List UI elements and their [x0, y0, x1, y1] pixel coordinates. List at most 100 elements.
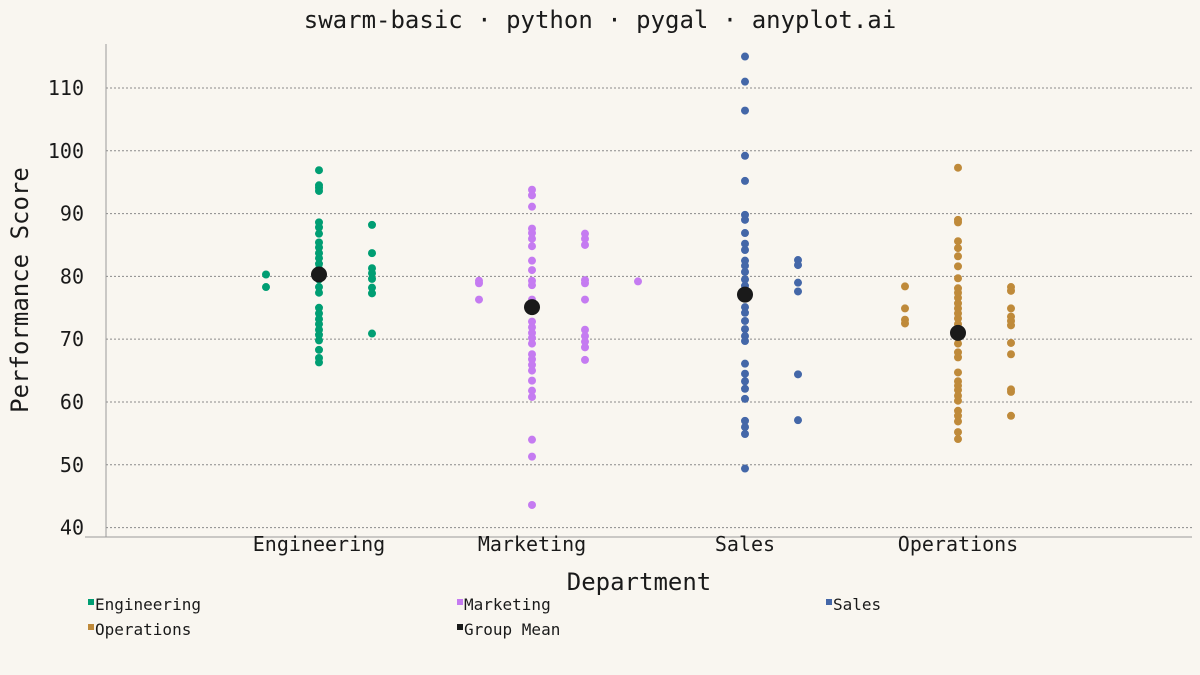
data-point [741, 394, 749, 403]
data-point [1007, 321, 1015, 330]
data-point [528, 191, 536, 200]
data-point [741, 275, 749, 284]
data-point [528, 360, 536, 369]
data-point [954, 368, 962, 377]
legend-label: Marketing [464, 595, 551, 614]
y-tick-labels: 40 50 60 70 80 90 100 110 [48, 76, 84, 540]
data-point [528, 266, 536, 275]
data-point [368, 249, 376, 258]
data-point [581, 337, 589, 346]
mean-markers [311, 266, 966, 341]
data-point [528, 355, 536, 364]
chart-title: swarm-basic · python · pygal · anyplot.a… [304, 6, 896, 34]
data-point [528, 333, 536, 342]
data-point [528, 500, 536, 509]
data-point [954, 435, 962, 444]
data-point [262, 270, 270, 279]
data-point [741, 308, 749, 317]
data-point [954, 237, 962, 246]
data-point [741, 229, 749, 238]
x-tick-label: Marketing [478, 532, 586, 556]
data-point [315, 358, 323, 367]
y-axis-title: Performance Score [6, 167, 34, 413]
data-point [794, 370, 802, 379]
mean-point [311, 266, 327, 283]
data-point [741, 325, 749, 334]
data-point [315, 345, 323, 354]
x-axis-title: Department [567, 568, 712, 596]
data-point [741, 430, 749, 439]
data-point [634, 277, 642, 286]
legend-swatch [88, 599, 94, 605]
y-tick-label: 50 [60, 453, 84, 477]
data-point [368, 289, 376, 298]
data-point [528, 242, 536, 251]
data-point [315, 186, 323, 195]
data-point [954, 314, 962, 323]
mean-point [737, 286, 753, 303]
data-point [528, 376, 536, 385]
data-point [741, 176, 749, 185]
data-point [741, 52, 749, 61]
data-point [315, 166, 323, 175]
y-tick-label: 60 [60, 390, 84, 414]
data-point [741, 267, 749, 276]
legend-label: Operations [95, 620, 191, 639]
data-point [581, 355, 589, 364]
data-point [954, 244, 962, 253]
data-point [954, 411, 962, 420]
data-point [475, 279, 483, 288]
data-point [475, 295, 483, 304]
y-tick-label: 70 [60, 327, 84, 351]
data-point [794, 278, 802, 287]
data-point [1007, 338, 1015, 347]
data-point [528, 185, 536, 194]
mean-point [950, 324, 966, 341]
data-point [581, 332, 589, 341]
data-point [315, 283, 323, 292]
data-point [954, 353, 962, 362]
data-point [528, 281, 536, 290]
data-point [741, 316, 749, 325]
data-point [954, 293, 962, 302]
data-point [581, 279, 589, 288]
data-point [1007, 304, 1015, 313]
data-point [528, 386, 536, 395]
data-point [528, 366, 536, 375]
data-point [1007, 387, 1015, 396]
data-point [901, 282, 909, 291]
legend-label: Sales [833, 595, 881, 614]
data-point [315, 330, 323, 339]
data-point [741, 77, 749, 86]
data-points [262, 52, 1015, 509]
data-point [741, 377, 749, 386]
legend-label: Group Mean [464, 620, 560, 639]
data-point [741, 384, 749, 393]
data-point [1007, 411, 1015, 420]
y-tick-label: 100 [48, 139, 84, 163]
data-point [794, 287, 802, 296]
data-point [954, 262, 962, 271]
data-point [368, 269, 376, 278]
y-tick-label: 110 [48, 76, 84, 100]
data-point [315, 243, 323, 252]
data-point [581, 240, 589, 249]
data-point [528, 256, 536, 265]
data-point [741, 369, 749, 378]
data-point [954, 339, 962, 348]
data-point [528, 202, 536, 211]
legend-swatch [457, 599, 463, 605]
x-tick-labels: Engineering Marketing Sales Operations [253, 532, 1018, 556]
data-point [528, 229, 536, 238]
data-point [528, 392, 536, 401]
data-point [901, 319, 909, 328]
data-point [528, 452, 536, 461]
data-point [315, 223, 323, 232]
data-point [741, 359, 749, 368]
data-point [954, 252, 962, 261]
data-point [741, 416, 749, 425]
data-point [954, 386, 962, 395]
data-point [741, 106, 749, 115]
data-point [954, 274, 962, 283]
